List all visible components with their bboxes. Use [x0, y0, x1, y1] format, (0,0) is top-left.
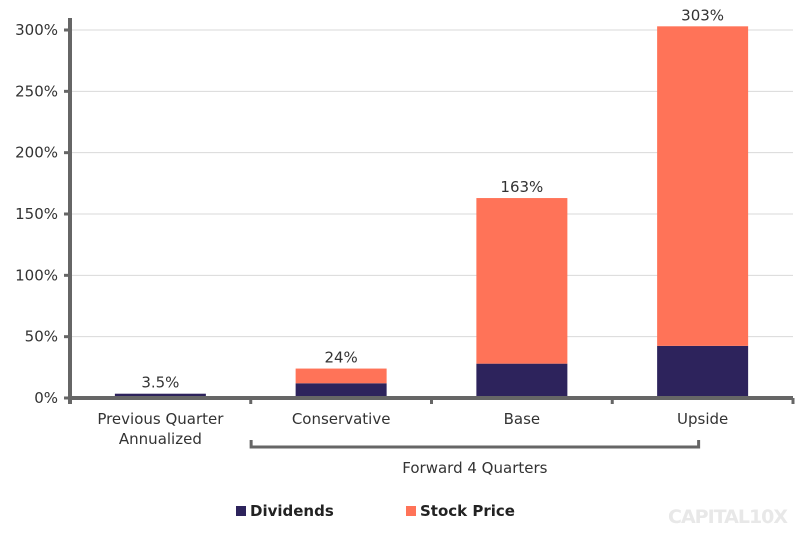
bar-dividends	[114, 393, 206, 398]
x-tick-label: Base	[504, 410, 541, 428]
x-tick-label: Previous Quarter	[97, 410, 224, 428]
bar-stock-price	[476, 198, 568, 364]
y-tick-label: 300%	[15, 21, 58, 39]
legend-item-stock-price: Stock Price	[406, 502, 515, 520]
stacked-bar-chart: 0% 50% 100% 150% 200% 250% 300% 3.5% Previous Qu…	[15, 6, 795, 477]
y-tick-label: 250%	[15, 82, 58, 100]
y-tick-label: 50%	[25, 328, 58, 346]
total-data-label: 163%	[500, 178, 543, 196]
bar-dividends	[295, 383, 387, 398]
capital10x-watermark: CAPITAL10X	[668, 506, 788, 528]
legend-swatch-stock-price	[406, 506, 416, 516]
x-tick-label: Conservative	[292, 410, 391, 428]
legend-label-dividends: Dividends	[250, 502, 334, 520]
y-tick-label: 150%	[15, 205, 58, 223]
x-tick-label: Annualized	[119, 430, 202, 448]
bar-stock-price	[657, 26, 749, 346]
bar-dividends	[657, 345, 749, 398]
legend-item-dividends: Dividends	[236, 502, 334, 520]
legend-label-stock-price: Stock Price	[420, 502, 515, 520]
x-tick-label: Upside	[677, 410, 728, 428]
y-tick-label: 200%	[15, 144, 58, 162]
bar-dividends	[476, 363, 568, 398]
y-tick-label: 100%	[15, 266, 58, 284]
legend-swatch-dividends	[236, 506, 246, 516]
forward-quarters-bracket	[249, 440, 701, 449]
y-tick-label: 0%	[34, 389, 58, 407]
bar-stock-price	[295, 368, 387, 384]
total-data-label: 3.5%	[141, 374, 179, 392]
total-data-label: 24%	[324, 349, 357, 367]
group-annotation-label: Forward 4 Quarters	[402, 459, 547, 477]
total-data-label: 303%	[681, 6, 724, 24]
